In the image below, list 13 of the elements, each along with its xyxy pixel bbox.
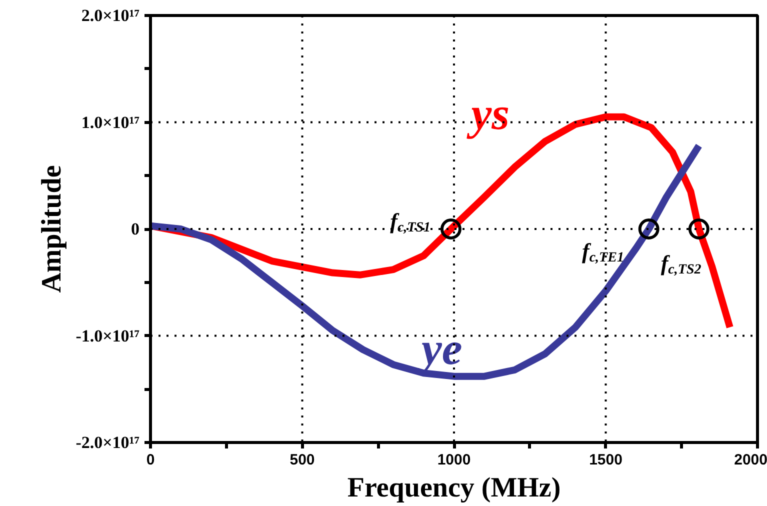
y-tick-label: 2.0×10¹⁷ <box>81 6 140 25</box>
x-tick-label: 1500 <box>589 452 622 468</box>
y-tick-label: 1.0×10¹⁷ <box>81 112 140 132</box>
x-tick-label: 2000 <box>734 452 767 468</box>
x-tick-label: 1000 <box>437 452 471 468</box>
y-tick-label: -2.0×10¹⁷ <box>76 433 140 452</box>
y-tick-label: 0 <box>131 220 140 238</box>
x-tick-label: 500 <box>290 452 315 468</box>
y-tick-label: -1.0×10¹⁷ <box>76 326 140 346</box>
y-axis-title: Amplitude <box>36 165 68 293</box>
x-axis-title: Frequency (MHz) <box>347 472 561 504</box>
series-label: ys <box>466 88 510 140</box>
x-tick-label: 0 <box>146 452 155 468</box>
